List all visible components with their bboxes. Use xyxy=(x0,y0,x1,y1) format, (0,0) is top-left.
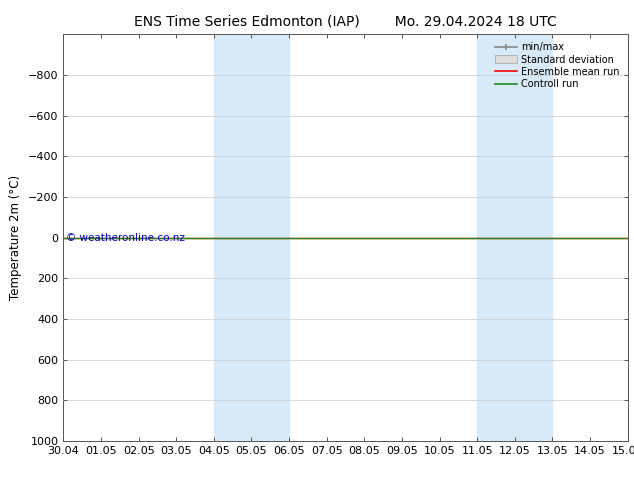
Legend: min/max, Standard deviation, Ensemble mean run, Controll run: min/max, Standard deviation, Ensemble me… xyxy=(492,39,623,92)
Title: ENS Time Series Edmonton (IAP)        Mo. 29.04.2024 18 UTC: ENS Time Series Edmonton (IAP) Mo. 29.04… xyxy=(134,15,557,29)
Text: © weatheronline.co.nz: © weatheronline.co.nz xyxy=(66,233,185,243)
Y-axis label: Temperature 2m (°C): Temperature 2m (°C) xyxy=(10,175,22,300)
Bar xyxy=(214,34,289,441)
Bar xyxy=(477,34,552,441)
